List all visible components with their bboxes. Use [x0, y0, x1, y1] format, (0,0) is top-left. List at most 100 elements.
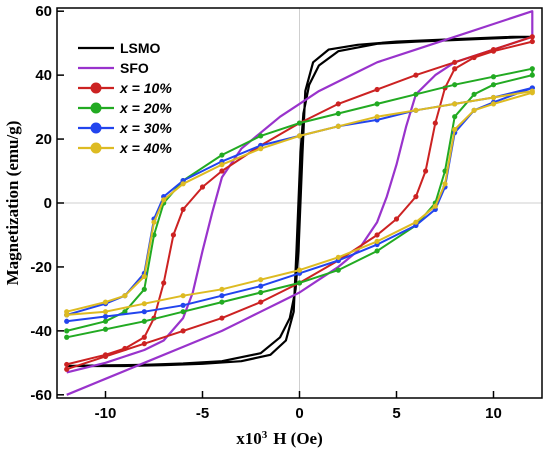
legend-swatch-marker: [90, 102, 102, 114]
data-point: [374, 238, 380, 244]
data-point: [64, 309, 70, 315]
data-point: [529, 88, 535, 94]
data-point: [335, 110, 341, 117]
data-point: [296, 267, 303, 273]
legend-swatch-marker: [90, 142, 102, 154]
data-point: [374, 232, 380, 238]
legend-label: x = 40%: [119, 140, 172, 156]
data-point: [161, 280, 167, 286]
data-point: [219, 286, 225, 292]
data-point: [452, 82, 458, 88]
data-point: [170, 232, 176, 238]
data-point: [180, 181, 186, 187]
legend-swatch-marker: [90, 82, 102, 94]
data-point: [64, 366, 70, 372]
x-tick-label: 10: [485, 405, 502, 422]
legend-item: x = 30%: [78, 120, 172, 136]
x-axis-title-prefix: x10: [236, 429, 262, 448]
series-x-40: [64, 88, 535, 318]
data-point: [64, 334, 70, 340]
data-point: [64, 361, 70, 368]
data-point: [413, 194, 419, 200]
data-point: [471, 91, 477, 97]
data-point: [452, 114, 458, 120]
data-point: [374, 114, 380, 120]
legend-item: x = 20%: [78, 100, 172, 116]
data-point: [180, 309, 186, 315]
data-point: [122, 345, 128, 352]
data-point: [393, 216, 400, 222]
data-point: [102, 309, 109, 315]
data-point: [180, 206, 186, 212]
data-point: [102, 299, 109, 305]
data-point: [432, 120, 438, 126]
data-point: [161, 197, 167, 203]
x-axis-title-main: H (Oe): [273, 429, 323, 448]
y-tick-label: 60: [35, 3, 52, 20]
data-point: [413, 72, 419, 78]
series-line-sfo: [66, 10, 534, 396]
data-point: [219, 299, 225, 305]
data-point: [180, 302, 186, 308]
data-point: [335, 123, 341, 129]
data-point: [141, 273, 147, 280]
data-point: [141, 334, 147, 340]
legend-label: SFO: [120, 60, 149, 76]
data-point: [374, 248, 380, 254]
legend-swatch-marker: [90, 122, 102, 134]
data-point: [141, 286, 147, 292]
x-tick-label: -5: [196, 405, 209, 422]
data-point: [219, 162, 225, 168]
data-point: [64, 318, 70, 324]
data-point: [141, 301, 147, 307]
data-point: [471, 54, 477, 61]
data-point: [471, 107, 477, 113]
data-point: [374, 86, 380, 93]
data-point: [335, 101, 341, 107]
legend-item: LSMO: [78, 40, 161, 56]
x-tick-label: 5: [392, 405, 400, 422]
legend-item: SFO: [78, 60, 149, 76]
data-point: [141, 341, 147, 347]
series-layer: [64, 10, 535, 396]
data-point: [102, 352, 109, 358]
data-point: [529, 66, 535, 72]
data-point: [199, 184, 206, 190]
data-point: [122, 293, 128, 299]
data-point: [442, 181, 448, 187]
data-point: [296, 120, 303, 126]
x-axis-title: x103 H (Oe): [236, 429, 323, 448]
x-tick-label: 0: [295, 405, 303, 422]
data-point: [141, 309, 147, 315]
legend: LSMO SFO x = 10% x = 20% x = 30% x = 40%: [78, 40, 172, 156]
data-point: [413, 107, 419, 113]
data-point: [258, 283, 264, 289]
data-point: [219, 168, 225, 174]
data-point: [102, 318, 109, 324]
x-tick-label: -10: [95, 405, 117, 422]
legend-label: x = 10%: [119, 80, 172, 96]
y-tick-label: 20: [35, 131, 52, 148]
data-point: [151, 219, 157, 225]
data-point: [219, 315, 225, 321]
data-point: [413, 91, 419, 97]
data-point: [490, 94, 497, 101]
y-axis-title: Magnetization (emu/g): [3, 121, 22, 286]
data-point: [219, 293, 225, 299]
data-point: [296, 133, 303, 139]
data-point: [529, 38, 535, 45]
x-axis-title-exponent: 3: [262, 429, 268, 441]
y-tick-label: 40: [35, 67, 52, 84]
y-tick-label: 0: [44, 195, 52, 212]
legend-label: LSMO: [120, 40, 161, 56]
axis-ticks: -10 -5 0 5 10 -60 -40 -20 0 20 40 60: [30, 3, 502, 422]
data-point: [529, 72, 535, 78]
series-sfo: [66, 10, 534, 396]
data-point: [296, 280, 303, 286]
data-point: [452, 66, 458, 72]
data-point: [141, 318, 147, 324]
data-point: [413, 219, 419, 225]
y-tick-label: -40: [30, 323, 52, 340]
